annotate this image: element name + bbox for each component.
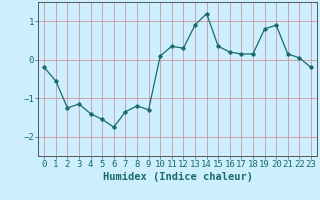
X-axis label: Humidex (Indice chaleur): Humidex (Indice chaleur)	[103, 172, 252, 182]
